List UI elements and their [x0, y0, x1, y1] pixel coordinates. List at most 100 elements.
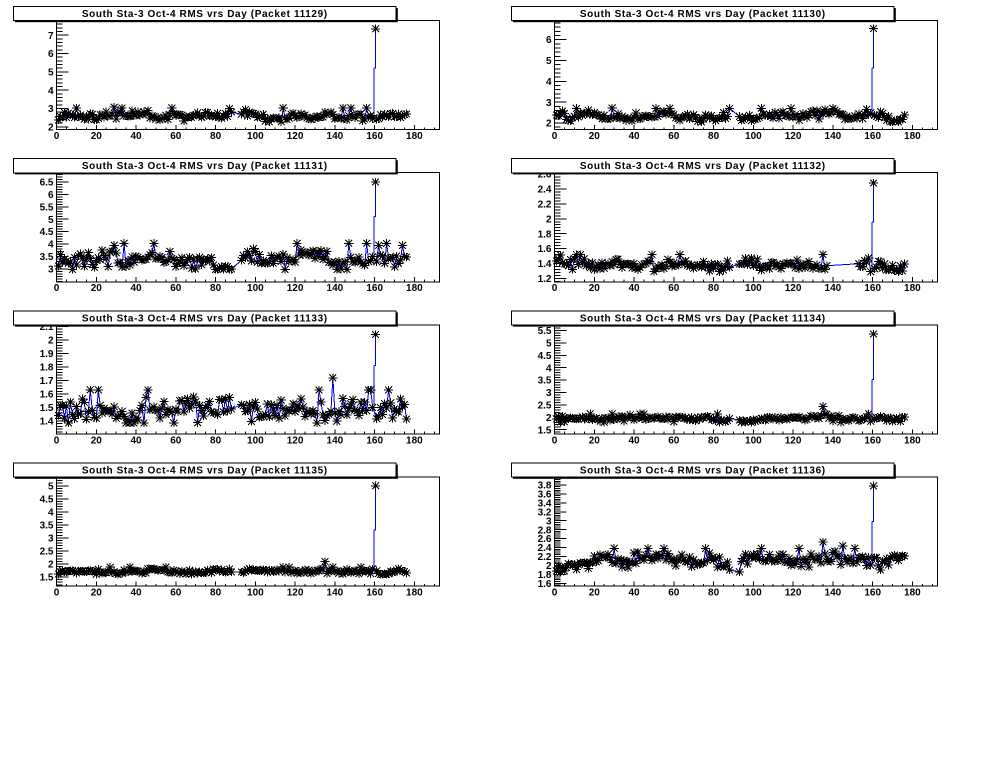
svg-text:4: 4 — [546, 77, 552, 88]
svg-text:40: 40 — [130, 131, 142, 142]
svg-text:2.6: 2.6 — [538, 170, 552, 181]
svg-text:4: 4 — [546, 363, 552, 374]
svg-text:80: 80 — [210, 283, 222, 294]
svg-text:0: 0 — [552, 131, 558, 142]
svg-text:4: 4 — [48, 86, 54, 97]
svg-text:2.2: 2.2 — [538, 552, 552, 563]
svg-text:7: 7 — [48, 31, 54, 42]
svg-text:1.8: 1.8 — [538, 570, 552, 581]
svg-text:0: 0 — [552, 283, 558, 294]
svg-text:South Sta-3 Oct-4 RMS vrs Day: South Sta-3 Oct-4 RMS vrs Day (Packet 11… — [82, 313, 328, 324]
svg-text:140: 140 — [327, 588, 344, 599]
svg-text:2.2: 2.2 — [538, 200, 552, 211]
svg-text:2.4: 2.4 — [538, 543, 552, 554]
svg-text:80: 80 — [708, 588, 720, 599]
svg-text:4.5: 4.5 — [538, 351, 552, 362]
svg-text:1.2: 1.2 — [538, 274, 552, 285]
svg-text:5: 5 — [48, 68, 54, 79]
svg-text:South Sta-3 Oct-4 RMS vrs Day: South Sta-3 Oct-4 RMS vrs Day (Packet 11… — [82, 9, 328, 20]
svg-text:120: 120 — [287, 588, 304, 599]
svg-text:2.5: 2.5 — [538, 401, 552, 412]
svg-text:20: 20 — [589, 435, 601, 446]
svg-text:1.6: 1.6 — [538, 244, 552, 255]
svg-text:180: 180 — [904, 588, 921, 599]
svg-text:60: 60 — [668, 435, 680, 446]
svg-text:60: 60 — [170, 283, 182, 294]
svg-text:2: 2 — [546, 413, 552, 424]
svg-text:2.4: 2.4 — [538, 185, 552, 196]
svg-text:140: 140 — [327, 435, 344, 446]
svg-text:3: 3 — [48, 265, 54, 276]
svg-text:4: 4 — [48, 240, 54, 251]
svg-text:2: 2 — [546, 119, 552, 130]
svg-text:3.4: 3.4 — [538, 498, 552, 509]
svg-text:0: 0 — [54, 283, 60, 294]
svg-text:6: 6 — [48, 190, 54, 201]
svg-text:1.5: 1.5 — [40, 573, 54, 584]
svg-text:80: 80 — [708, 283, 720, 294]
svg-text:60: 60 — [668, 283, 680, 294]
svg-text:100: 100 — [247, 588, 264, 599]
svg-text:20: 20 — [589, 283, 601, 294]
svg-text:120: 120 — [785, 131, 802, 142]
svg-text:South Sta-3 Oct-4 RMS vrs Day: South Sta-3 Oct-4 RMS vrs Day (Packet 11… — [580, 161, 826, 172]
svg-text:4.5: 4.5 — [40, 494, 54, 505]
svg-text:60: 60 — [668, 131, 680, 142]
svg-text:40: 40 — [628, 435, 640, 446]
svg-text:180: 180 — [406, 131, 423, 142]
svg-text:160: 160 — [366, 435, 383, 446]
svg-text:3.5: 3.5 — [40, 252, 54, 263]
svg-text:60: 60 — [170, 131, 182, 142]
svg-text:120: 120 — [287, 131, 304, 142]
svg-text:South Sta-3 Oct-4 RMS vrs Day: South Sta-3 Oct-4 RMS vrs Day (Packet 11… — [580, 466, 826, 477]
svg-text:20: 20 — [91, 588, 103, 599]
svg-text:2: 2 — [546, 561, 552, 572]
svg-text:160: 160 — [864, 131, 881, 142]
svg-text:100: 100 — [247, 131, 264, 142]
svg-text:6: 6 — [48, 49, 54, 60]
svg-text:1.9: 1.9 — [40, 349, 54, 360]
svg-text:5: 5 — [546, 56, 552, 67]
svg-text:160: 160 — [864, 588, 881, 599]
svg-text:80: 80 — [210, 588, 222, 599]
svg-text:20: 20 — [91, 131, 103, 142]
svg-text:160: 160 — [366, 588, 383, 599]
svg-text:140: 140 — [327, 283, 344, 294]
svg-text:100: 100 — [247, 435, 264, 446]
svg-text:3: 3 — [48, 104, 54, 115]
svg-text:1.5: 1.5 — [538, 425, 552, 436]
svg-text:2.1: 2.1 — [40, 322, 54, 333]
svg-text:100: 100 — [745, 283, 762, 294]
svg-text:2.6: 2.6 — [538, 534, 552, 545]
svg-text:3: 3 — [48, 534, 54, 545]
svg-text:3.2: 3.2 — [538, 507, 552, 518]
svg-text:40: 40 — [130, 588, 142, 599]
svg-text:1.7: 1.7 — [40, 376, 54, 387]
svg-text:180: 180 — [406, 435, 423, 446]
svg-text:180: 180 — [904, 131, 921, 142]
svg-text:5.5: 5.5 — [40, 202, 54, 213]
svg-text:5.5: 5.5 — [538, 326, 552, 337]
svg-text:180: 180 — [406, 283, 423, 294]
svg-text:4: 4 — [48, 507, 54, 518]
svg-text:20: 20 — [91, 435, 103, 446]
svg-text:40: 40 — [628, 131, 640, 142]
svg-text:120: 120 — [785, 588, 802, 599]
svg-text:100: 100 — [745, 435, 762, 446]
svg-text:160: 160 — [366, 283, 383, 294]
svg-text:South Sta-3 Oct-4 RMS vrs Day: South Sta-3 Oct-4 RMS vrs Day (Packet 11… — [82, 161, 328, 172]
svg-text:0: 0 — [552, 588, 558, 599]
svg-text:0: 0 — [54, 588, 60, 599]
svg-text:120: 120 — [785, 435, 802, 446]
svg-text:40: 40 — [130, 435, 142, 446]
svg-text:1.8: 1.8 — [40, 363, 54, 374]
svg-text:80: 80 — [210, 131, 222, 142]
svg-text:160: 160 — [864, 283, 881, 294]
svg-text:3.6: 3.6 — [538, 490, 552, 501]
svg-text:South Sta-3 Oct-4 RMS vrs Day: South Sta-3 Oct-4 RMS vrs Day (Packet 11… — [580, 313, 826, 324]
svg-text:60: 60 — [170, 435, 182, 446]
svg-text:140: 140 — [825, 435, 842, 446]
svg-text:4.5: 4.5 — [40, 227, 54, 238]
svg-text:180: 180 — [904, 435, 921, 446]
svg-text:1.8: 1.8 — [538, 229, 552, 240]
